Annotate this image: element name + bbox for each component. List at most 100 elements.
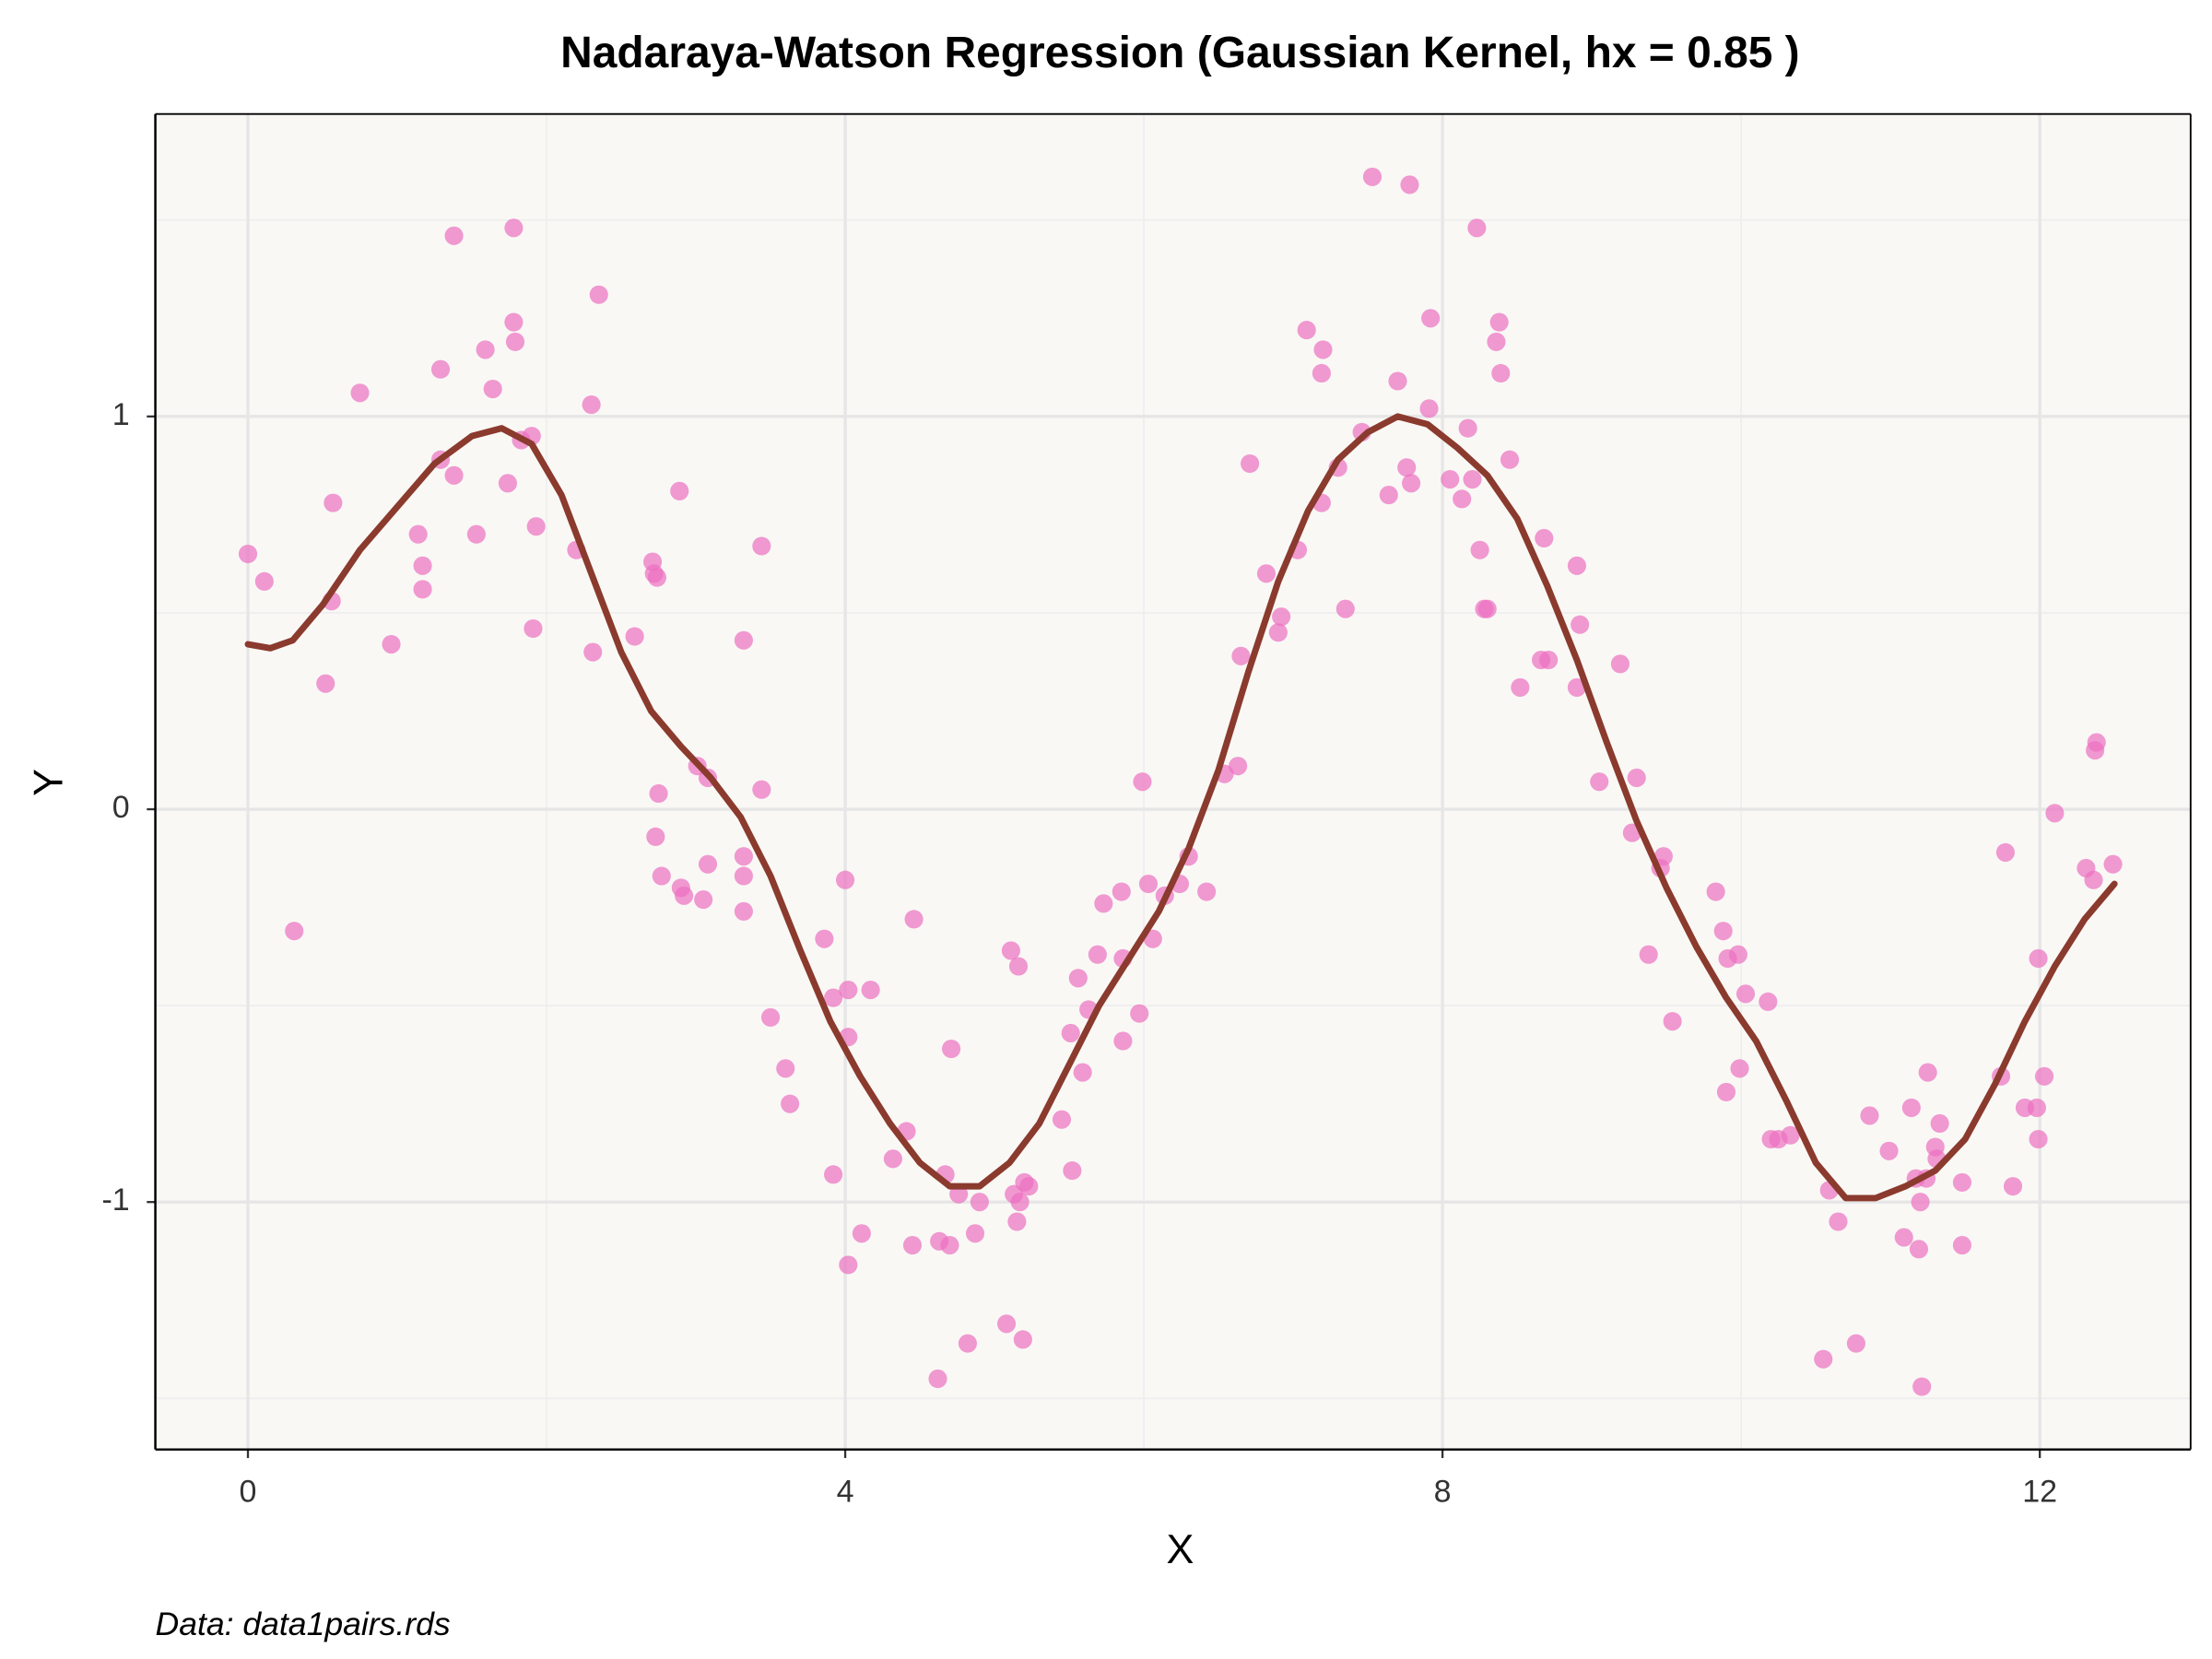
scatter-point [504,218,524,238]
scatter-point [1441,469,1460,489]
scatter-point [413,556,432,575]
scatter-point [1846,1334,1865,1353]
scatter-point [1463,469,1482,489]
scatter-point [839,981,858,1000]
y-tick-label: 0 [112,790,130,825]
scatter-point [1113,1031,1133,1051]
scatter-point [734,630,753,650]
scatter-point [1477,599,1497,618]
scatter-point [1068,969,1088,988]
regression-line [244,413,2118,1202]
scatter-point [1627,768,1646,787]
caption: Data: data1pairs.rds [156,1606,451,1642]
scatter-point [852,1224,871,1243]
scatter-point [1500,450,1520,469]
scatter-point [1013,1330,1032,1349]
scatter-point [1759,992,1778,1011]
scatter-point [2034,1066,2054,1086]
scatter-point [1535,528,1554,548]
scatter-point [1860,1106,1879,1125]
scatter-point [413,580,432,599]
chart-title: Nadaraya-Watson Regression (Gaussian Ker… [560,29,1800,77]
scatter-point [1335,599,1355,618]
scatter-point [444,226,464,245]
scatter-point [734,901,753,921]
scatter-point [1590,772,1609,792]
scatter-point [996,1314,1017,1334]
scatter-point [589,285,608,304]
scatter-point [1730,1059,1749,1078]
scatter-point [2029,948,2048,969]
scatter-point [2084,870,2103,889]
scatter-point [1918,1063,1937,1082]
scatter-point [1130,1004,1149,1023]
scatter-point [1879,1141,1899,1160]
scatter-point [1728,945,1747,964]
scatter-point [752,536,771,556]
scatter-point [839,1255,858,1275]
scatter-point [836,870,855,889]
scatter-point [824,988,843,1007]
scatter-point [647,568,666,587]
scatter-point [2087,733,2106,752]
scatter-point [958,1334,977,1353]
scatter-point [1952,1236,1971,1255]
panel-background [155,113,2191,1450]
scatter-point [1470,540,1489,559]
scatter-point [2045,804,2065,823]
scatter-point [649,783,668,804]
x-axis-title: X [1166,1525,1194,1572]
x-tick-label: 0 [240,1475,257,1510]
scatter-point [1052,1110,1072,1129]
scatter-point [1419,399,1439,418]
scatter-point [1362,167,1382,186]
scatter-point [1911,1193,1930,1212]
scatter-point [1197,882,1217,901]
scatter-point [1489,312,1509,332]
scatter-point [524,618,543,639]
scatter-point [781,1094,800,1113]
scatter-point [752,780,771,799]
scatter-point [1901,1098,1921,1117]
scatter-point [254,571,274,591]
scatter-point [883,1149,902,1169]
x-tick-label: 4 [837,1475,854,1510]
scatter-point [285,922,304,941]
y-tick-label: -1 [101,1182,129,1218]
scatter-point [1007,1212,1027,1231]
scatter-point [1297,321,1316,340]
scatter-point [652,866,671,886]
scatter-point [430,359,451,379]
scatter-point [1138,874,1158,894]
scatter-point [1539,651,1559,670]
scatter-point [1952,1172,1971,1192]
scatter-point [1663,1012,1682,1031]
scatter-point [970,1193,989,1212]
scatter-point [940,1236,959,1255]
scatter-point [942,1039,961,1059]
scatter-point [1388,371,1407,391]
scatter-point [1397,458,1417,477]
scatter-point [1312,363,1331,383]
scatter-point [1379,486,1398,505]
scatter-point [498,474,517,493]
scatter-point [1639,945,1658,964]
scatter-point [646,827,665,846]
scatter-point [1143,929,1162,948]
scatter-point [505,332,525,351]
scatter-point [675,886,694,905]
scatter-point [382,634,401,654]
scatter-point [1491,363,1511,383]
y-tick-label: 1 [112,397,130,432]
scatter-point [1781,1125,1800,1145]
scatter-point [1112,882,1131,901]
scatter-point [324,493,343,512]
scatter-point [625,627,644,646]
scatter-point [1487,332,1506,351]
scatter-point [861,981,880,1000]
scatter-point [582,395,601,415]
scatter-point [1008,957,1029,976]
scatter-point [238,544,258,564]
